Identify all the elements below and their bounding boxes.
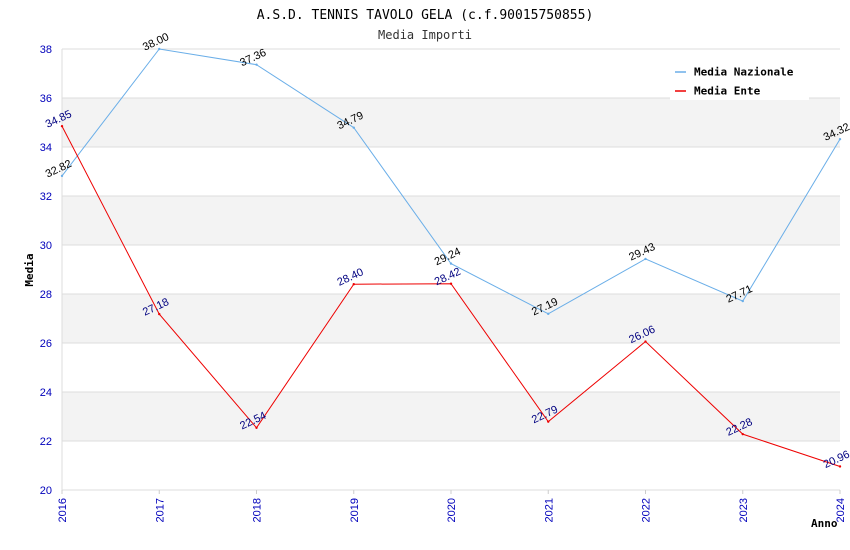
grid-band xyxy=(62,98,840,147)
y-tick-labels: 20 22 24 26 28 30 32 34 36 38 xyxy=(40,44,52,497)
data-point xyxy=(741,432,744,436)
grid-bands xyxy=(62,98,840,441)
chart-title: A.S.D. TENNIS TAVOLO GELA (c.f.900157508… xyxy=(257,8,594,23)
data-point xyxy=(255,63,258,66)
data-point xyxy=(255,426,258,429)
data-label: 32.82 xyxy=(44,158,74,181)
data-point xyxy=(60,174,64,178)
x-tick-label: 2017 xyxy=(154,498,166,522)
data-label: 28.42 xyxy=(433,266,463,289)
x-tick-label: 2018 xyxy=(252,498,264,522)
data-label: 29.24 xyxy=(433,246,463,269)
y-tick-label: 24 xyxy=(40,387,52,399)
series-group xyxy=(60,47,842,468)
data-point xyxy=(158,312,161,316)
data-point xyxy=(352,283,355,286)
y-tick-label: 38 xyxy=(40,44,52,56)
data-point xyxy=(449,262,453,265)
y-tick-label: 28 xyxy=(40,289,52,301)
data-label: 28.40 xyxy=(335,266,365,289)
x-tick-label: 2019 xyxy=(349,498,361,522)
x-tick-label: 2024 xyxy=(835,498,847,522)
grid-band xyxy=(62,392,840,441)
chart-subtitle: Media Importi xyxy=(378,28,472,42)
y-tick-label: 20 xyxy=(40,485,52,497)
x-tick-labels: 2016 2017 2018 2019 2020 2021 2022 2023 2024 xyxy=(57,490,847,522)
x-tick-label: 2022 xyxy=(641,498,653,522)
x-axis-label: Anno xyxy=(811,517,838,530)
data-point xyxy=(547,420,550,423)
data-point xyxy=(158,47,161,51)
y-tick-label: 30 xyxy=(40,240,52,252)
x-tick-label: 2021 xyxy=(543,498,555,522)
legend-label: Media Ente xyxy=(694,85,761,98)
data-label: 37.36 xyxy=(238,47,268,70)
y-axis-label: Media xyxy=(23,253,36,286)
legend-box xyxy=(670,58,809,100)
data-point xyxy=(838,465,842,468)
x-tick-label: 2020 xyxy=(446,498,458,522)
y-tick-label: 32 xyxy=(40,191,52,203)
data-label: 20.96 xyxy=(822,449,850,472)
y-tick-label: 26 xyxy=(40,338,52,350)
data-point xyxy=(352,126,355,129)
data-point xyxy=(644,257,647,261)
data-point xyxy=(547,312,550,316)
legend: Media Nazionale Media Ente xyxy=(670,58,809,100)
grid-band xyxy=(62,196,840,245)
data-point xyxy=(60,124,64,128)
data-point xyxy=(741,299,744,303)
y-tick-label: 36 xyxy=(40,93,52,105)
data-point xyxy=(449,282,453,285)
x-tick-label: 2023 xyxy=(738,498,750,522)
data-point xyxy=(644,340,647,343)
y-tick-label: 22 xyxy=(40,436,52,448)
legend-label: Media Nazionale xyxy=(694,66,794,79)
grid-band xyxy=(62,294,840,343)
x-tick-label: 2016 xyxy=(57,498,69,522)
data-point xyxy=(838,137,842,141)
y-tick-label: 34 xyxy=(40,142,52,154)
